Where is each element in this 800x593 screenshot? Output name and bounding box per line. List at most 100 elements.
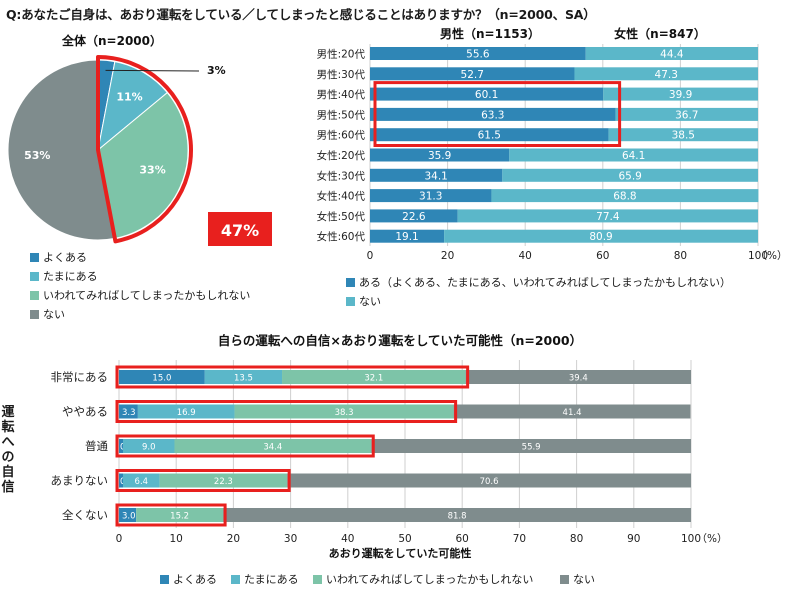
- x-tick-label: 40: [519, 250, 532, 262]
- bar-segment-aru: [370, 189, 492, 203]
- legend-label: ない: [43, 308, 65, 321]
- category-label: 男性:20代: [317, 48, 366, 61]
- category-label: ややある: [62, 405, 108, 419]
- category-label: 普通: [85, 439, 108, 453]
- x-tick-label: 10: [170, 533, 183, 545]
- category-label: 非常にある: [51, 370, 109, 384]
- highlight-box: [115, 469, 291, 492]
- bar-value-label: 19.1: [395, 231, 418, 243]
- bar-value-label: 81.8: [448, 512, 467, 522]
- bar-segment: [123, 473, 160, 488]
- pie-legend-item-nai: ない: [30, 306, 65, 322]
- pie-slice: [7, 59, 116, 241]
- legend-swatch: [346, 296, 355, 306]
- bar2-legend-item-nai: ない: [560, 571, 595, 587]
- bar-segment-nai: [574, 67, 758, 81]
- bar-segment-nai: [457, 209, 758, 223]
- bar-value-label: 39.4: [569, 374, 588, 384]
- bar-value-label: 32.1: [364, 374, 383, 384]
- x-tick-label: 100: [748, 250, 768, 262]
- bar-value-label: 61.5: [478, 130, 501, 142]
- bar-segment-nai: [615, 107, 758, 121]
- pie-label: 33%: [139, 164, 165, 177]
- category-label: 女性:40代: [317, 190, 366, 203]
- bar-value-label: 60.1: [475, 89, 498, 101]
- category-label: 女性:30代: [317, 169, 366, 182]
- bar-value-label: 52.7: [461, 69, 484, 81]
- bar-value-label: 77.4: [596, 211, 620, 223]
- confidence-axis-label: 運転への自信: [1, 405, 15, 495]
- bar-segment-aru: [370, 87, 604, 101]
- highlight-box: [115, 434, 375, 458]
- x-tick-label: 80: [570, 533, 583, 545]
- highlight-box: [373, 81, 622, 147]
- bar-segment-nai: [502, 168, 758, 182]
- bar-value-label: 44.4: [660, 49, 684, 61]
- bar2-legend-item-yokuaru: よくある: [160, 571, 217, 587]
- category-label: 男性:60代: [317, 129, 366, 142]
- pie-leader-line: [105, 69, 200, 72]
- bar-value-label: 65.9: [618, 170, 641, 182]
- bar-value-label: 38.5: [672, 130, 695, 142]
- bar-segment-aru: [370, 67, 575, 81]
- pie-slice: [97, 91, 189, 239]
- x-tick-label: 50: [398, 533, 411, 545]
- bar-segment-aru: [370, 128, 609, 142]
- bar-segment: [159, 473, 288, 488]
- bar-value-label: 38.3: [335, 408, 354, 418]
- gender-age-bar-chart: 0 20 40 60 80 100（%） 男性（n=1153） 女性（n=847） 男性:20代…: [317, 26, 788, 262]
- x-tick-label: 90: [627, 533, 640, 545]
- group-label: 女性（n=847）: [614, 26, 706, 41]
- pie-callout-text: 47%: [221, 221, 259, 240]
- bar-segment: [453, 404, 691, 419]
- legend-label: たまにある: [244, 573, 299, 586]
- bar-segment: [119, 473, 124, 488]
- bar-value-label: 63.3: [481, 109, 504, 121]
- legend-swatch: [560, 574, 569, 584]
- bar-value-label: 35.9: [428, 150, 451, 162]
- bar-segment-aru: [370, 107, 616, 121]
- legend-swatch: [313, 574, 322, 584]
- bar-value-label: 34.4: [263, 443, 282, 453]
- legend-label: ない: [573, 573, 595, 586]
- category-label: 女性:20代: [317, 149, 366, 162]
- legend-label: いわれてみればしてしまったかもしれない: [326, 573, 534, 586]
- legend-swatch: [346, 277, 355, 287]
- bar-segment: [174, 439, 372, 453]
- legend-label: いわれてみればしてしまったかもしれない: [43, 289, 251, 302]
- bar-segment: [123, 439, 175, 453]
- question-title: Q:あなたご自身は、あおり運転をしている／してしまったと感じることはありますか？…: [6, 7, 596, 22]
- bar-segment: [282, 370, 466, 384]
- bar-segment-nai: [444, 229, 758, 243]
- highlight-box: [115, 503, 227, 527]
- legend-label: ない: [359, 295, 381, 308]
- bar-segment: [119, 439, 124, 453]
- legend-swatch: [160, 574, 169, 584]
- bar-value-label: 15.2: [170, 512, 189, 522]
- legend-swatch: [30, 309, 39, 319]
- bar-value-label: 31.3: [419, 191, 442, 203]
- bar-value-label: 70.6: [480, 477, 499, 487]
- bar-value-label: 55.9: [522, 443, 541, 453]
- bar-segment: [136, 508, 224, 522]
- bar-segment-aru: [370, 229, 445, 243]
- pie-chart: 3% 11% 33% 53% 全体（n=2000） 47%: [7, 33, 272, 246]
- group-label: 男性（n=1153）: [440, 26, 540, 41]
- bar-segment-aru: [370, 47, 586, 60]
- bar-value-label: 3.0: [122, 512, 136, 522]
- highlight-box: [115, 365, 470, 389]
- legend-swatch: [30, 290, 39, 300]
- pie-callout-box: [208, 212, 272, 246]
- x-unit-label: （%）: [757, 250, 788, 262]
- bar-segment: [137, 404, 235, 419]
- bar-value-label: 36.7: [675, 109, 698, 121]
- pie-title: 全体（n=2000）: [61, 33, 162, 48]
- category-label: 女性:60代: [317, 230, 366, 243]
- bar-segment-aru: [370, 168, 503, 182]
- bar-segment-nai: [509, 148, 758, 162]
- bar-segment-nai: [603, 87, 758, 101]
- bar1-legend-item-aru: ある（よくある、たまにある、いわれてみればしてしまったかもしれない）: [346, 274, 731, 290]
- pie-label: 3%: [207, 64, 226, 77]
- legend-label: ある（よくある、たまにある、いわれてみればしてしまったかもしれない）: [359, 276, 732, 289]
